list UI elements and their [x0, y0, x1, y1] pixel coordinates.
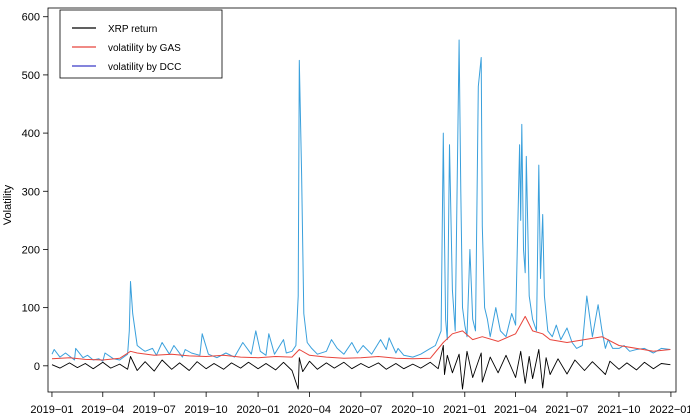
- x-tick-label-0: 2019−01: [30, 404, 73, 416]
- series-line-2: [51, 39, 671, 362]
- x-tick-label-6: 2020−07: [339, 404, 382, 416]
- y-tick-label-3: 300: [22, 186, 40, 198]
- y-axis-label: Volatility: [2, 184, 14, 225]
- x-tick-label-10: 2021−07: [545, 404, 588, 416]
- series-line-0: [51, 345, 671, 390]
- plot-area: [47, 7, 677, 393]
- y-tick-label-4: 400: [22, 128, 40, 140]
- y-tick-label-5: 500: [22, 70, 40, 82]
- x-tick-label-9: 2021−04: [494, 404, 537, 416]
- legend-label-0: XRP return: [108, 24, 157, 35]
- legend-label-2: volatility by DCC: [108, 62, 181, 73]
- x-tick-label-3: 2019−10: [185, 404, 228, 416]
- plot-frame: [47, 7, 677, 393]
- y-tick-label-1: 100: [22, 303, 40, 315]
- legend: XRP return volatility by GAS volatility by…: [59, 9, 223, 79]
- legend-box: [59, 9, 223, 79]
- y-tick-label-0: 0: [34, 361, 40, 373]
- x-tick-label-4: 2020−01: [237, 404, 280, 416]
- y-tick-label-2: 200: [22, 244, 40, 256]
- y-axis: 0 100 200 300 400 500 600: [22, 12, 48, 373]
- x-tick-label-12: 2022−01: [649, 404, 690, 416]
- x-tick-label-8: 2021−01: [443, 404, 486, 416]
- y-tick-label-6: 600: [22, 12, 40, 24]
- series-line-1: [51, 315, 671, 361]
- x-tick-label-2: 2019−07: [133, 404, 176, 416]
- x-tick-label-7: 2020−10: [391, 404, 434, 416]
- x-tick-label-5: 2020−04: [288, 404, 331, 416]
- legend-label-1: volatility by GAS: [108, 43, 181, 54]
- x-axis: 2019−01 2019−04 2019−07 2019−10 2020−01 2020−…: [30, 392, 690, 416]
- x-tick-label-1: 2019−04: [81, 404, 124, 416]
- x-tick-label-11: 2021−10: [597, 404, 640, 416]
